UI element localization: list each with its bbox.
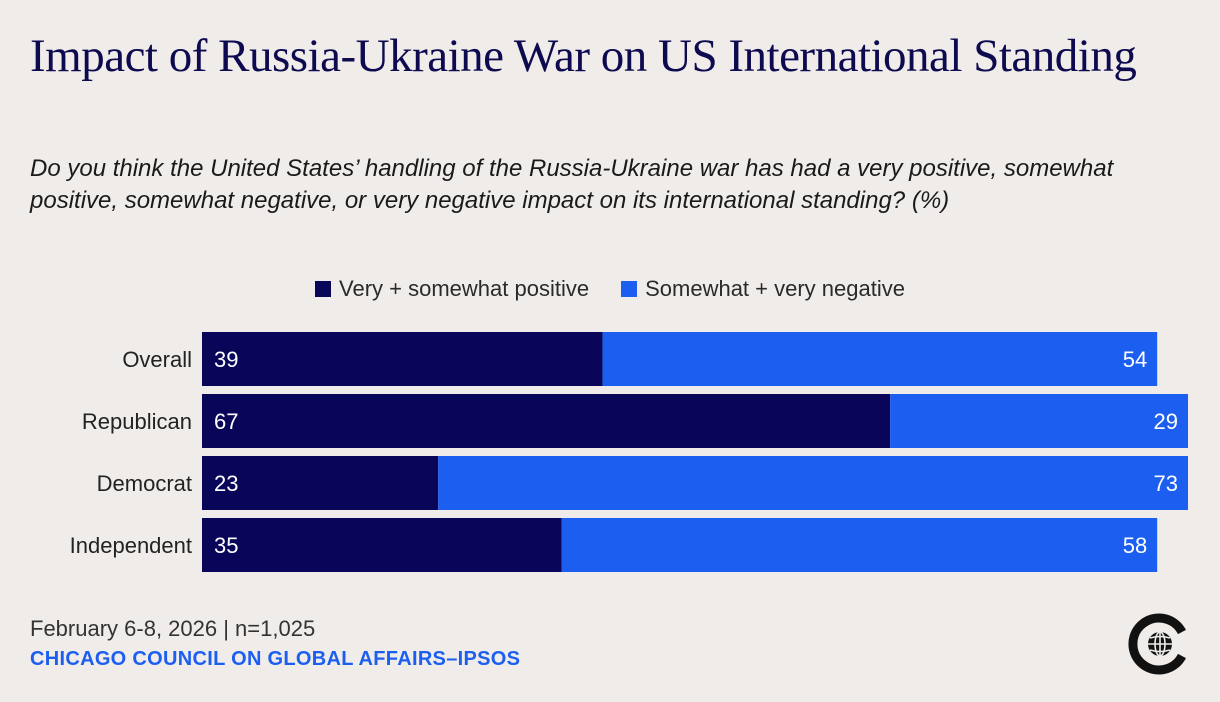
- category-label-independent: Independent: [70, 533, 192, 558]
- legend-label-positive: Very + somewhat positive: [339, 276, 590, 301]
- value-label-positive-overall: 39: [214, 347, 238, 372]
- bar-negative-overall: [602, 332, 1158, 386]
- value-label-negative-democrat: 73: [1154, 471, 1178, 496]
- value-label-negative-republican: 29: [1154, 409, 1178, 434]
- bar-positive-democrat: [202, 456, 439, 510]
- chart-title: Impact of Russia-Ukraine War on US Inter…: [30, 30, 1137, 82]
- legend-item-positive: Very + somewhat positive: [315, 276, 589, 302]
- legend: Very + somewhat positive Somewhat + very…: [0, 276, 1220, 302]
- legend-item-negative: Somewhat + very negative: [621, 276, 905, 302]
- bar-positive-independent: [202, 518, 562, 572]
- stacked-bar-chart: Overall 39 54 Republican 67 29 Democrat 23 73 Ind…: [70, 332, 1189, 572]
- bar-positive-overall: [202, 332, 603, 386]
- value-label-negative-overall: 54: [1123, 347, 1147, 372]
- value-label-negative-independent: 58: [1123, 533, 1147, 558]
- bar-positive-republican: [202, 394, 891, 448]
- legend-swatch-positive: [315, 281, 332, 297]
- category-label-republican: Republican: [82, 409, 192, 434]
- value-label-positive-democrat: 23: [214, 471, 238, 496]
- legend-swatch-negative: [621, 281, 638, 297]
- bar-negative-democrat: [438, 456, 1189, 510]
- chart-subtitle: Do you think the United States’ handling…: [30, 155, 1114, 214]
- category-label-overall: Overall: [122, 347, 192, 372]
- globe-c-logo-icon: [1128, 613, 1186, 675]
- category-label-democrat: Democrat: [97, 471, 192, 496]
- survey-note: February 6-8, 2026 | n=1,025: [30, 616, 316, 641]
- legend-label-negative: Somewhat + very negative: [645, 276, 905, 301]
- value-label-positive-independent: 35: [214, 533, 238, 558]
- source-credit: CHICAGO COUNCIL ON GLOBAL AFFAIRS–IPSOS: [30, 648, 521, 670]
- value-label-positive-republican: 67: [214, 409, 238, 434]
- bar-negative-independent: [561, 518, 1158, 572]
- bar-negative-republican: [890, 394, 1188, 448]
